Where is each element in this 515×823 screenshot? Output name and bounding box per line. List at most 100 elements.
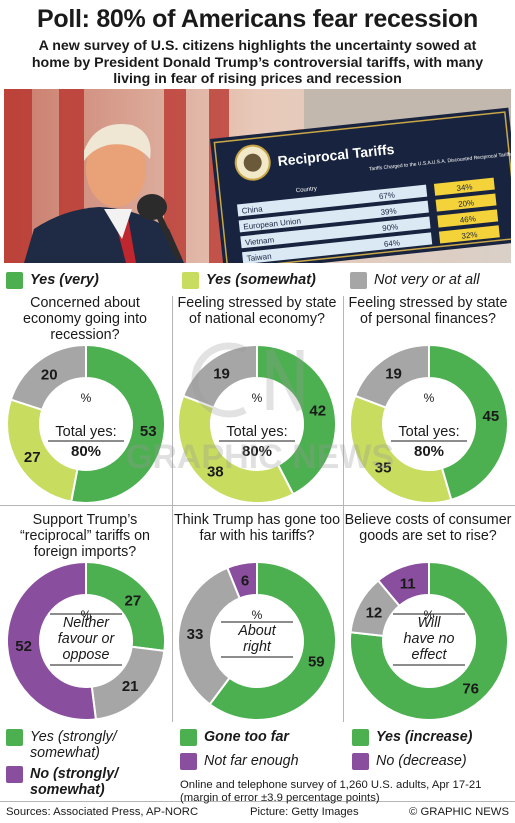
legend-label: No (decrease) xyxy=(376,753,467,769)
data-label: 27 xyxy=(24,449,41,466)
data-label: 52 xyxy=(15,638,32,655)
center-label: right xyxy=(243,639,272,655)
donut-chart: 53 27 20% Total yes: 80% xyxy=(6,343,166,504)
donut-slice xyxy=(376,560,430,608)
total-yes-label: Total yes: xyxy=(55,424,116,440)
donut-slice xyxy=(353,343,430,409)
divider xyxy=(0,801,515,802)
sign-row xyxy=(238,200,429,233)
footer-sources: Sources: Associated Press, AP-NORC xyxy=(6,806,199,818)
divider xyxy=(172,296,173,722)
footer-credit: © GRAPHIC NEWS xyxy=(409,806,509,818)
question-too-far: Think Trump has gone too far with his ta… xyxy=(173,512,341,544)
data-label: 11 xyxy=(400,575,416,592)
question-personal-finances: Feeling stressed by state of personal fi… xyxy=(348,295,508,327)
survey-note: Online and telephone survey of 1,260 U.S… xyxy=(180,779,482,804)
sign-reciprocal: 20% xyxy=(458,198,475,209)
legend-swatch xyxy=(350,271,367,289)
donut-hole xyxy=(212,596,302,686)
total-yes-label: Total yes: xyxy=(398,424,459,440)
question-consumer-costs: Believe costs of consumer goods are set … xyxy=(344,512,512,544)
percent-unit: % xyxy=(424,391,435,405)
donut-slice xyxy=(9,343,87,412)
data-label: 27 xyxy=(125,593,142,610)
legend-label: Yes (strongly/ somewhat) xyxy=(30,729,117,761)
legend-label: Yes (increase) xyxy=(376,729,473,745)
legend-swatch xyxy=(352,729,369,746)
center-label: effect xyxy=(412,647,448,663)
legend-swatch xyxy=(180,729,197,746)
legend-decrease: No (decrease) xyxy=(352,753,467,770)
sign-country-header: Country xyxy=(296,186,318,194)
sign-reciprocal: 46% xyxy=(459,214,476,225)
question-recession: Concerned about economy going into reces… xyxy=(23,295,147,343)
donut-chart: 45 35 19% Total yes: 80% xyxy=(349,343,509,504)
sign-charged: 64% xyxy=(383,238,400,249)
legend-swatch xyxy=(6,766,23,783)
sign-country: China xyxy=(241,204,263,215)
donut-slice xyxy=(177,394,295,504)
percent-unit: % xyxy=(424,608,435,622)
data-label: 20 xyxy=(41,366,58,383)
legend-not-far-enough: Not far enough xyxy=(180,753,299,770)
watermark: GRAPHIC NEWS xyxy=(126,342,394,476)
sign-charged: 67% xyxy=(378,191,395,202)
donut-slice xyxy=(226,560,258,600)
legend-label: Not far enough xyxy=(204,753,299,769)
legend-label: Yes (somewhat) xyxy=(206,272,316,288)
legend-not-very: Not very or at all xyxy=(350,271,480,289)
center-label: Neither xyxy=(63,615,110,631)
sign-row-highlight xyxy=(435,193,497,212)
center-label: About xyxy=(237,623,276,639)
legend-too-far: Gone too far xyxy=(180,729,289,746)
percent-unit: % xyxy=(81,391,92,405)
legend-swatch xyxy=(6,271,23,289)
page-subtitle: A new survey of U.S. citizens highlights… xyxy=(31,38,484,87)
sign-row-highlight xyxy=(438,225,500,244)
donut-slice xyxy=(256,343,337,496)
donut-slice xyxy=(208,560,337,721)
donut-hole xyxy=(384,379,474,469)
footer-picture: Picture: Getty Images xyxy=(250,806,359,818)
legend-swatch xyxy=(6,729,23,746)
divider xyxy=(0,505,515,506)
sign-row xyxy=(242,232,433,263)
center-label: Will xyxy=(418,615,442,631)
data-label: 33 xyxy=(187,626,204,643)
sign-charged: 39% xyxy=(380,206,397,217)
center-label: oppose xyxy=(63,647,110,663)
data-label: 59 xyxy=(308,654,325,671)
data-label: 45 xyxy=(483,408,500,425)
legend-support-yes: Yes (strongly/ somewhat) xyxy=(6,729,150,761)
page-title: Poll: 80% of Americans fear recession xyxy=(37,5,478,33)
data-label: 76 xyxy=(462,681,479,698)
data-label: 42 xyxy=(309,402,326,419)
legend-label: Not very or at all xyxy=(374,272,480,288)
percent-unit: % xyxy=(252,391,263,405)
divider xyxy=(343,296,344,722)
donut-slice xyxy=(181,343,258,409)
legend-swatch xyxy=(180,753,197,770)
legend-label: Gone too far xyxy=(204,729,289,745)
data-label: 19 xyxy=(385,366,402,383)
donut-slice xyxy=(428,343,509,502)
sign-row-highlight xyxy=(437,209,499,228)
legend-support-no: No (strongly/ somewhat) xyxy=(6,766,150,798)
data-label: 6 xyxy=(241,573,249,590)
legend-increase: Yes (increase) xyxy=(352,729,472,746)
donut-slice xyxy=(349,560,509,721)
sign-row xyxy=(240,216,431,249)
donut-slice xyxy=(85,560,166,653)
data-label: 12 xyxy=(366,604,383,621)
donut-hole xyxy=(212,379,302,469)
donut-slice xyxy=(6,560,98,721)
center-label: have no xyxy=(404,631,455,647)
sign-row-highlight xyxy=(433,177,495,196)
sign-charged: 90% xyxy=(382,222,399,233)
total-yes-label: Total yes: xyxy=(226,424,287,440)
legend-swatch xyxy=(352,753,369,770)
donut-hole xyxy=(384,596,474,686)
percent-unit: % xyxy=(81,608,92,622)
